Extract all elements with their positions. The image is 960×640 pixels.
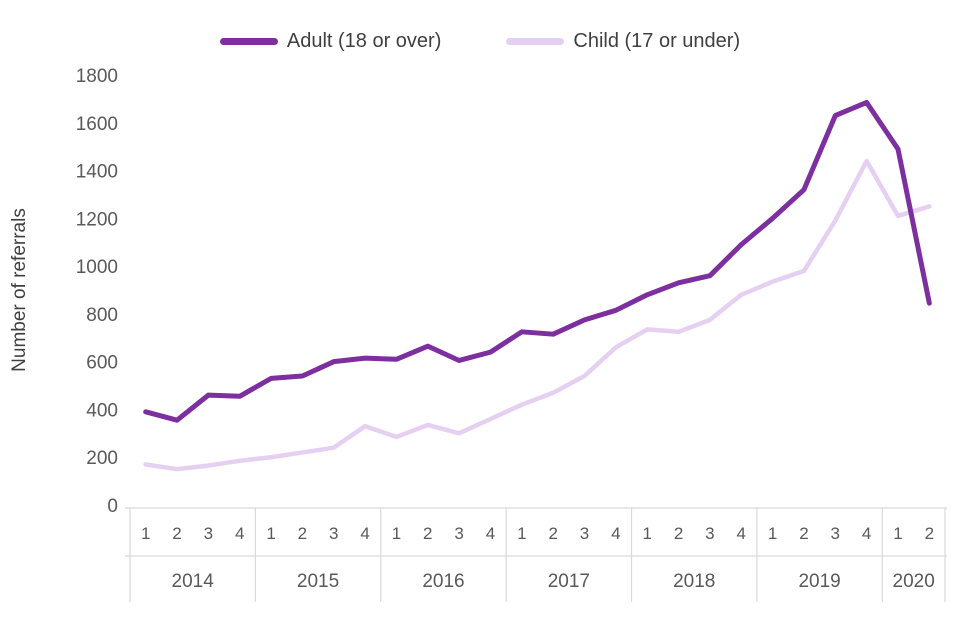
y-tick-label: 1000 xyxy=(76,257,118,278)
quarter-tick-label: 4 xyxy=(360,524,369,543)
quarter-tick-label: 1 xyxy=(517,524,526,543)
legend-item-adult: Adult (18 or over) xyxy=(219,30,442,53)
quarter-tick-label: 1 xyxy=(392,524,401,543)
quarter-tick-label: 3 xyxy=(454,524,463,543)
y-tick-label: 1600 xyxy=(76,114,118,135)
y-tick-label: 1200 xyxy=(76,209,118,230)
quarter-tick-label: 1 xyxy=(266,524,275,543)
y-tick-label: 600 xyxy=(86,353,118,374)
quarter-tick-label: 4 xyxy=(611,524,620,543)
quarter-tick-label: 3 xyxy=(580,524,589,543)
quarter-tick-label: 2 xyxy=(674,524,683,543)
year-tick-label: 2016 xyxy=(422,571,464,592)
quarter-tick-label: 2 xyxy=(298,524,307,543)
quarter-tick-label: 1 xyxy=(642,524,651,543)
year-tick-label: 2020 xyxy=(893,571,935,592)
quarter-tick-label: 4 xyxy=(235,524,244,543)
quarter-tick-label: 2 xyxy=(172,524,181,543)
legend-label-adult: Adult (18 or over) xyxy=(286,30,442,52)
series-line-adult xyxy=(143,99,932,423)
year-tick-label: 2014 xyxy=(172,571,215,592)
legend-item-child: Child (17 or under) xyxy=(506,30,740,53)
quarter-tick-label: 4 xyxy=(737,524,746,543)
y-tick-label: 0 xyxy=(107,496,118,517)
y-tick-label: 800 xyxy=(86,305,118,326)
quarter-tick-label: 3 xyxy=(705,524,714,543)
legend-swatch-child xyxy=(506,38,565,45)
series-line-child xyxy=(143,158,932,472)
quarter-tick-label: 2 xyxy=(799,524,808,543)
quarter-tick-label: 1 xyxy=(141,524,150,543)
year-tick-label: 2018 xyxy=(673,571,715,592)
quarter-tick-label: 2 xyxy=(423,524,432,543)
quarter-tick-label: 4 xyxy=(862,524,871,543)
chart-legend: Adult (18 or over) Child (17 or under) xyxy=(0,30,960,53)
legend-label-child: Child (17 or under) xyxy=(573,30,741,52)
year-tick-label: 2015 xyxy=(297,571,339,592)
legend-swatch-adult xyxy=(219,38,278,45)
quarter-tick-label: 1 xyxy=(768,524,777,543)
quarter-tick-label: 1 xyxy=(893,524,902,543)
quarter-tick-label: 2 xyxy=(925,524,934,543)
y-tick-label: 1400 xyxy=(76,162,118,183)
y-tick-label: 200 xyxy=(86,448,118,469)
y-tick-label: 400 xyxy=(86,400,118,421)
y-tick-label: 1800 xyxy=(76,66,118,87)
quarter-tick-label: 3 xyxy=(329,524,338,543)
year-tick-label: 2017 xyxy=(548,571,590,592)
year-tick-label: 2019 xyxy=(798,571,840,592)
quarter-tick-label: 4 xyxy=(486,524,495,543)
quarter-tick-label: 3 xyxy=(831,524,840,543)
quarter-tick-label: 2 xyxy=(548,524,557,543)
quarter-tick-label: 3 xyxy=(204,524,213,543)
